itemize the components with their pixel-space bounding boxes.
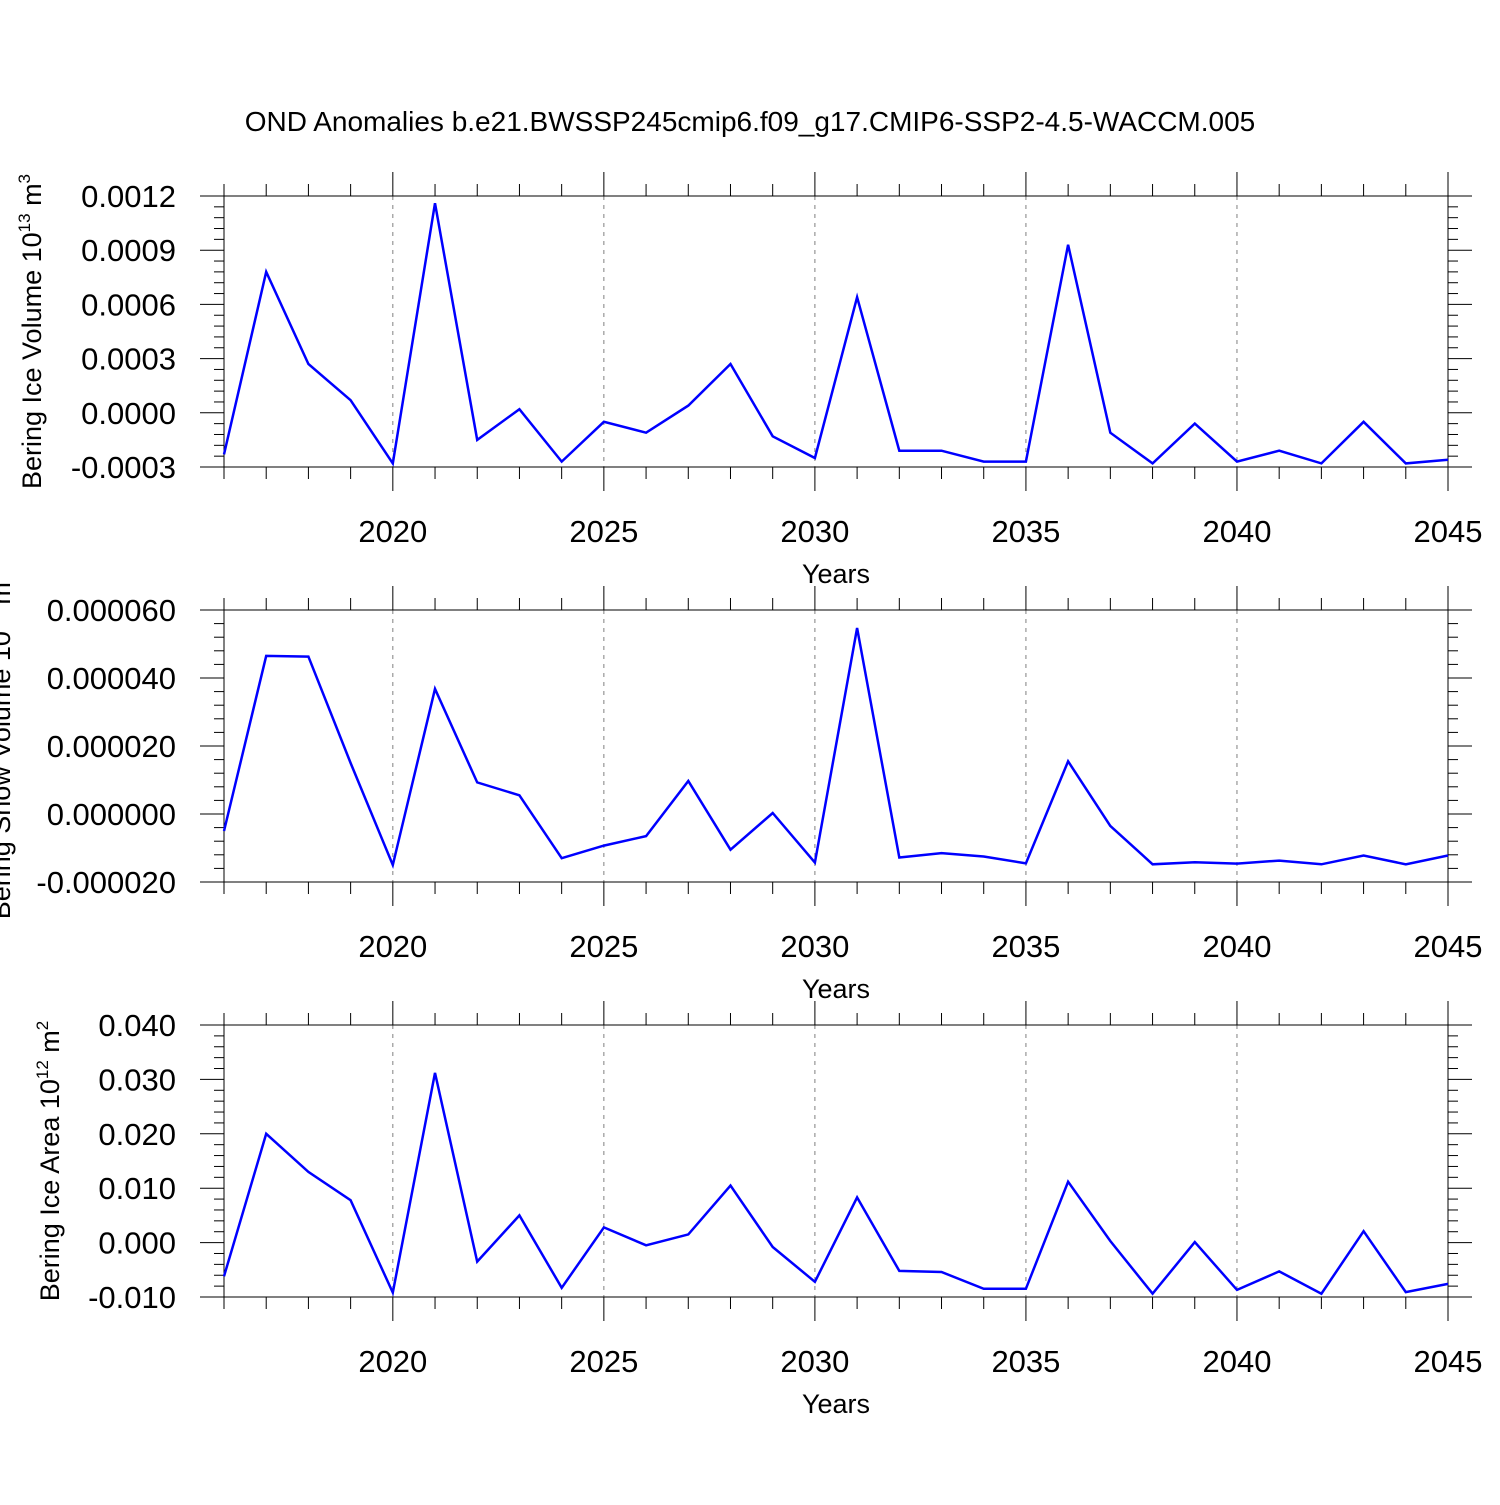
plot-frame [223,609,1449,883]
x-axis-label: Years [802,1389,870,1419]
chart-title: OND Anomalies b.e21.BWSSP245cmip6.f09_g1… [245,106,1256,137]
y-tick-label: 0.040 [98,1008,176,1043]
x-tick-label: 2040 [1202,514,1271,549]
series-line [222,1072,1449,1297]
x-tick-label: 2040 [1202,1344,1271,1379]
x-tick-label: 2020 [358,929,427,964]
panel-3: -0.010 0.000 0.010 0.020 0.030 0.040 2020 2025 2… [33,1001,1482,1419]
y-tick-label: 0.000000 [47,797,176,832]
x-tick-label: 2040 [1202,929,1271,964]
x-tick-label: 2030 [780,514,849,549]
y-tick-label: 0.000060 [47,593,176,628]
y-tick-label: 0.000 [98,1226,176,1261]
x-tick-label: 2025 [569,929,638,964]
x-tick-label: 2020 [358,514,427,549]
series-line [222,627,1449,870]
x-tick-label: 2035 [991,1344,1060,1379]
plot-frame [223,195,1449,468]
y-tick-label: -0.0003 [71,450,176,485]
y-tick-label: 0.030 [98,1062,176,1097]
y-tick-label: 0.020 [98,1117,176,1152]
y-axis-label: Bering Snow Volume 1013 m3 [0,573,16,920]
y-tick-label: -0.010 [88,1280,176,1315]
x-tick-label: 2045 [1414,514,1483,549]
x-tick-label: 2030 [780,929,849,964]
x-tick-label: 2025 [569,514,638,549]
y-tick-label: 0.010 [98,1171,176,1206]
series-line [222,202,1449,467]
x-tick-label: 2025 [569,1344,638,1379]
y-tick-label: 0.000020 [47,729,176,764]
x-tick-label: 2035 [991,514,1060,549]
y-tick-label: 0.0009 [81,233,176,268]
panel-2: -0.000020 0.000000 0.000020 0.000040 0.00006… [0,573,1482,1004]
y-tick-label: 0.0006 [81,287,176,322]
y-tick-label: 0.000040 [47,661,176,696]
y-tick-label: 0.0000 [81,396,176,431]
x-axis-label: Years [802,974,870,1004]
x-axis-label: Years [802,559,870,589]
y-tick-label: 0.0003 [81,342,176,377]
x-tick-label: 2045 [1414,1344,1483,1379]
y-axis-label: Bering Ice Volume 1013 m3 [15,174,47,489]
plot-frame [223,1024,1449,1298]
x-tick-label: 2030 [780,1344,849,1379]
y-axis-label: Bering Ice Area 1012 m2 [33,1021,65,1302]
x-tick-label: 2035 [991,929,1060,964]
x-tick-label: 2045 [1414,929,1483,964]
x-tick-label: 2020 [358,1344,427,1379]
y-tick-label: 0.0012 [81,179,176,214]
panel-1: -0.0003 0.0000 0.0003 0.0006 0.0009 0.0012 202… [15,172,1482,589]
y-tick-label: -0.000020 [36,865,176,900]
